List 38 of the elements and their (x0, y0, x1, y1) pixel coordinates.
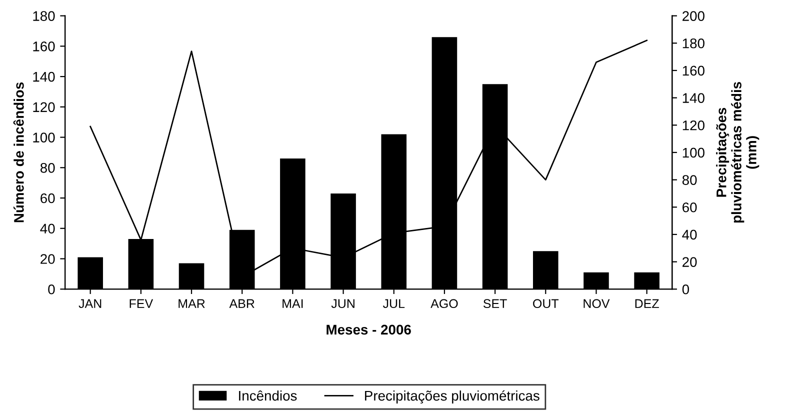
y-tick-label: 20 (40, 254, 55, 264)
legend-label: Precipitações pluviométricas (365, 390, 540, 404)
legend-label: Incêndios (239, 390, 297, 401)
x-tick-label: OUT (533, 299, 559, 308)
y-tick-label: 160 (33, 42, 55, 52)
y-tick-label: 40 (40, 224, 55, 234)
x-tick-label: DEZ (635, 299, 659, 308)
y2-tick-label: 20 (682, 257, 697, 267)
y-tick-label: 120 (33, 102, 55, 112)
x-axis-title: Meses - 2006 (326, 324, 411, 335)
y2-tick-label: 80 (682, 175, 697, 185)
y2-tick-label: 0 (682, 284, 690, 294)
y2-axis-title: Precipitações pluviométricas médis (mm) (716, 82, 760, 223)
x-tick-label: JAN (78, 299, 102, 308)
y-axis-title: Número de incêndios (13, 82, 24, 222)
y-tick-label: 0 (48, 284, 55, 294)
y2-tick-label: 120 (682, 120, 704, 130)
x-tick-label: FEV (130, 299, 154, 308)
y2-tick-label: 200 (682, 11, 704, 21)
y2-tick-label: 100 (682, 148, 704, 158)
y-tick-label: 140 (33, 72, 55, 82)
x-tick-label: JUN (331, 299, 354, 308)
x-tick-label: MAR (178, 299, 205, 308)
y-tick-label: 100 (33, 132, 55, 142)
y2-tick-label: 140 (682, 93, 704, 103)
x-tick-label: JUL (382, 299, 405, 308)
x-tick-label: NOV (584, 299, 610, 308)
x-tick-label: SET (483, 299, 507, 308)
x-tick-label: MAI (282, 299, 303, 308)
y2-tick-label: 40 (682, 230, 697, 240)
x-tick-label: AGO (430, 299, 458, 308)
y-tick-label: 60 (40, 193, 55, 204)
x-tick-label: ABR (229, 299, 254, 308)
y2-tick-label: 160 (682, 66, 704, 76)
y2-tick-label: 180 (682, 38, 704, 48)
y-tick-label: 80 (40, 162, 55, 173)
y2-tick-label: 60 (682, 202, 697, 212)
y-tick-label: 180 (33, 11, 55, 21)
